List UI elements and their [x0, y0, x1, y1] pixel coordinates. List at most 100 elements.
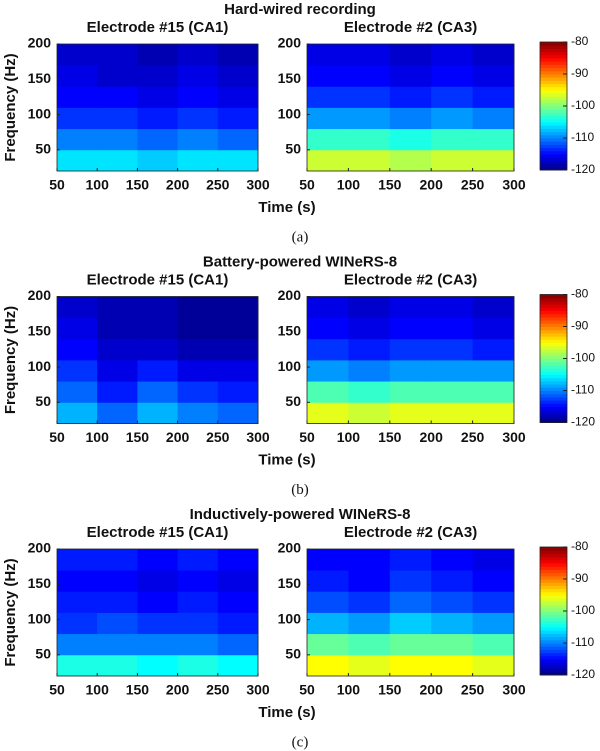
heatmap-cell: [97, 612, 138, 635]
y-tick-label: 50: [285, 393, 301, 409]
colorbar-swatch: [540, 297, 567, 302]
colorbar-tick-label: -80: [571, 287, 589, 301]
colorbar-swatch: [540, 601, 567, 606]
heatmap-cell: [177, 591, 219, 613]
heatmap-cell: [97, 44, 138, 66]
colorbar-swatch: [540, 396, 567, 401]
heatmap-cell: [217, 570, 259, 592]
x-tick-label: 200: [420, 429, 444, 445]
heatmap-cell: [472, 654, 515, 677]
heatmap-cell: [57, 44, 98, 66]
colorbar-swatch: [540, 86, 567, 91]
colorbar-swatch: [540, 623, 567, 628]
heatmap-cell: [389, 591, 432, 613]
heatmap-cell: [307, 570, 349, 592]
x-tick-label: 100: [86, 682, 110, 698]
heatmap-cell: [57, 360, 98, 382]
y-tick-label: 100: [278, 358, 302, 374]
heatmap-cell: [307, 86, 349, 108]
y-tick-label: 100: [28, 105, 52, 121]
heatmap-cell: [389, 402, 432, 424]
heatmap-cell: [217, 44, 259, 66]
heatmap-cell: [389, 381, 432, 403]
heatmap-cell: [137, 633, 178, 656]
x-tick-label: 150: [378, 682, 402, 698]
heatmap-cell: [348, 296, 391, 319]
heatmap-cell: [137, 65, 178, 87]
colorbar-swatch: [540, 342, 567, 347]
heatmap-cell: [137, 107, 178, 130]
heatmap-cell: [348, 360, 391, 382]
heatmap-cell: [307, 612, 349, 635]
colorbar-swatch: [540, 128, 567, 133]
colorbar-swatch: [540, 61, 567, 65]
heatmap-cell: [348, 317, 391, 340]
heatmap-cell: [348, 381, 391, 403]
heatmap-cell: [217, 296, 259, 319]
row-title: Hard-wired recording: [224, 1, 376, 18]
heatmap-cell: [348, 86, 391, 108]
x-tick-label: 300: [246, 682, 270, 698]
heatmap-cell: [307, 65, 349, 87]
colorbar-swatch: [540, 90, 567, 94]
x-tick-label: 150: [378, 429, 402, 445]
plot-frame: [56, 548, 259, 677]
heatmap-cell: [431, 612, 473, 635]
colorbar-swatch: [540, 591, 567, 596]
heatmap-cell: [348, 612, 391, 635]
heatmap-cell: [389, 86, 432, 108]
heatmap-cell: [97, 65, 138, 87]
heatmap-cell: [97, 591, 138, 613]
x-tick-label: 50: [49, 682, 65, 698]
heatmap-cell: [137, 612, 178, 635]
x-tick-label: 150: [378, 177, 402, 193]
colorbar-swatch: [540, 416, 567, 420]
heatmap-cell: [217, 654, 259, 677]
colorbar-swatch: [540, 144, 567, 149]
colorbar-swatch: [540, 348, 567, 353]
colorbar-swatch: [540, 627, 567, 631]
heatmap-cell: [57, 549, 98, 571]
colorbar-swatch: [540, 665, 567, 670]
colorbar-tick-label: -90: [571, 319, 589, 333]
colorbar-swatch: [540, 662, 567, 666]
colorbar-swatch: [540, 163, 567, 168]
x-axis-label: Time (s): [258, 199, 315, 216]
colorbar-swatch: [540, 649, 567, 654]
heatmap-cell: [97, 86, 138, 108]
colorbar-swatch: [540, 339, 567, 343]
colorbar-swatch: [540, 630, 567, 634]
x-tick-label: 150: [126, 682, 150, 698]
colorbar-swatch: [540, 652, 567, 657]
heatmap-cell: [348, 633, 391, 656]
x-tick-label: 200: [166, 177, 190, 193]
x-tick-label: 200: [166, 429, 190, 445]
colorbar-swatch: [540, 93, 567, 97]
heatmap-cell: [389, 149, 432, 172]
colorbar-swatch: [540, 614, 567, 618]
heatmap-cell: [97, 149, 138, 172]
heatmap-cell: [348, 338, 391, 361]
colorbar-swatch: [540, 547, 567, 551]
colorbar-swatch: [540, 361, 567, 366]
colorbar-swatch: [540, 329, 567, 334]
heatmap-cell: [307, 591, 349, 613]
x-tick-label: 100: [337, 429, 361, 445]
heatmap-cell: [348, 65, 391, 87]
colorbar-swatch: [540, 572, 567, 577]
colorbar-swatch: [540, 157, 567, 161]
plot-frame: [306, 43, 515, 172]
heatmap-cell: [137, 317, 178, 340]
heatmap-cell: [472, 549, 515, 571]
colorbar-tick-label: -120: [571, 667, 595, 681]
heatmap-cell: [307, 317, 349, 340]
y-tick-label: 200: [28, 540, 52, 556]
heatmap-cell: [97, 381, 138, 403]
colorbar-swatch: [540, 595, 567, 599]
heatmap-cell: [177, 296, 219, 319]
colorbar-swatch: [540, 553, 567, 558]
heatmap-cell: [177, 317, 219, 340]
heatmap-cell: [348, 591, 391, 613]
heatmap-cell: [57, 107, 98, 130]
